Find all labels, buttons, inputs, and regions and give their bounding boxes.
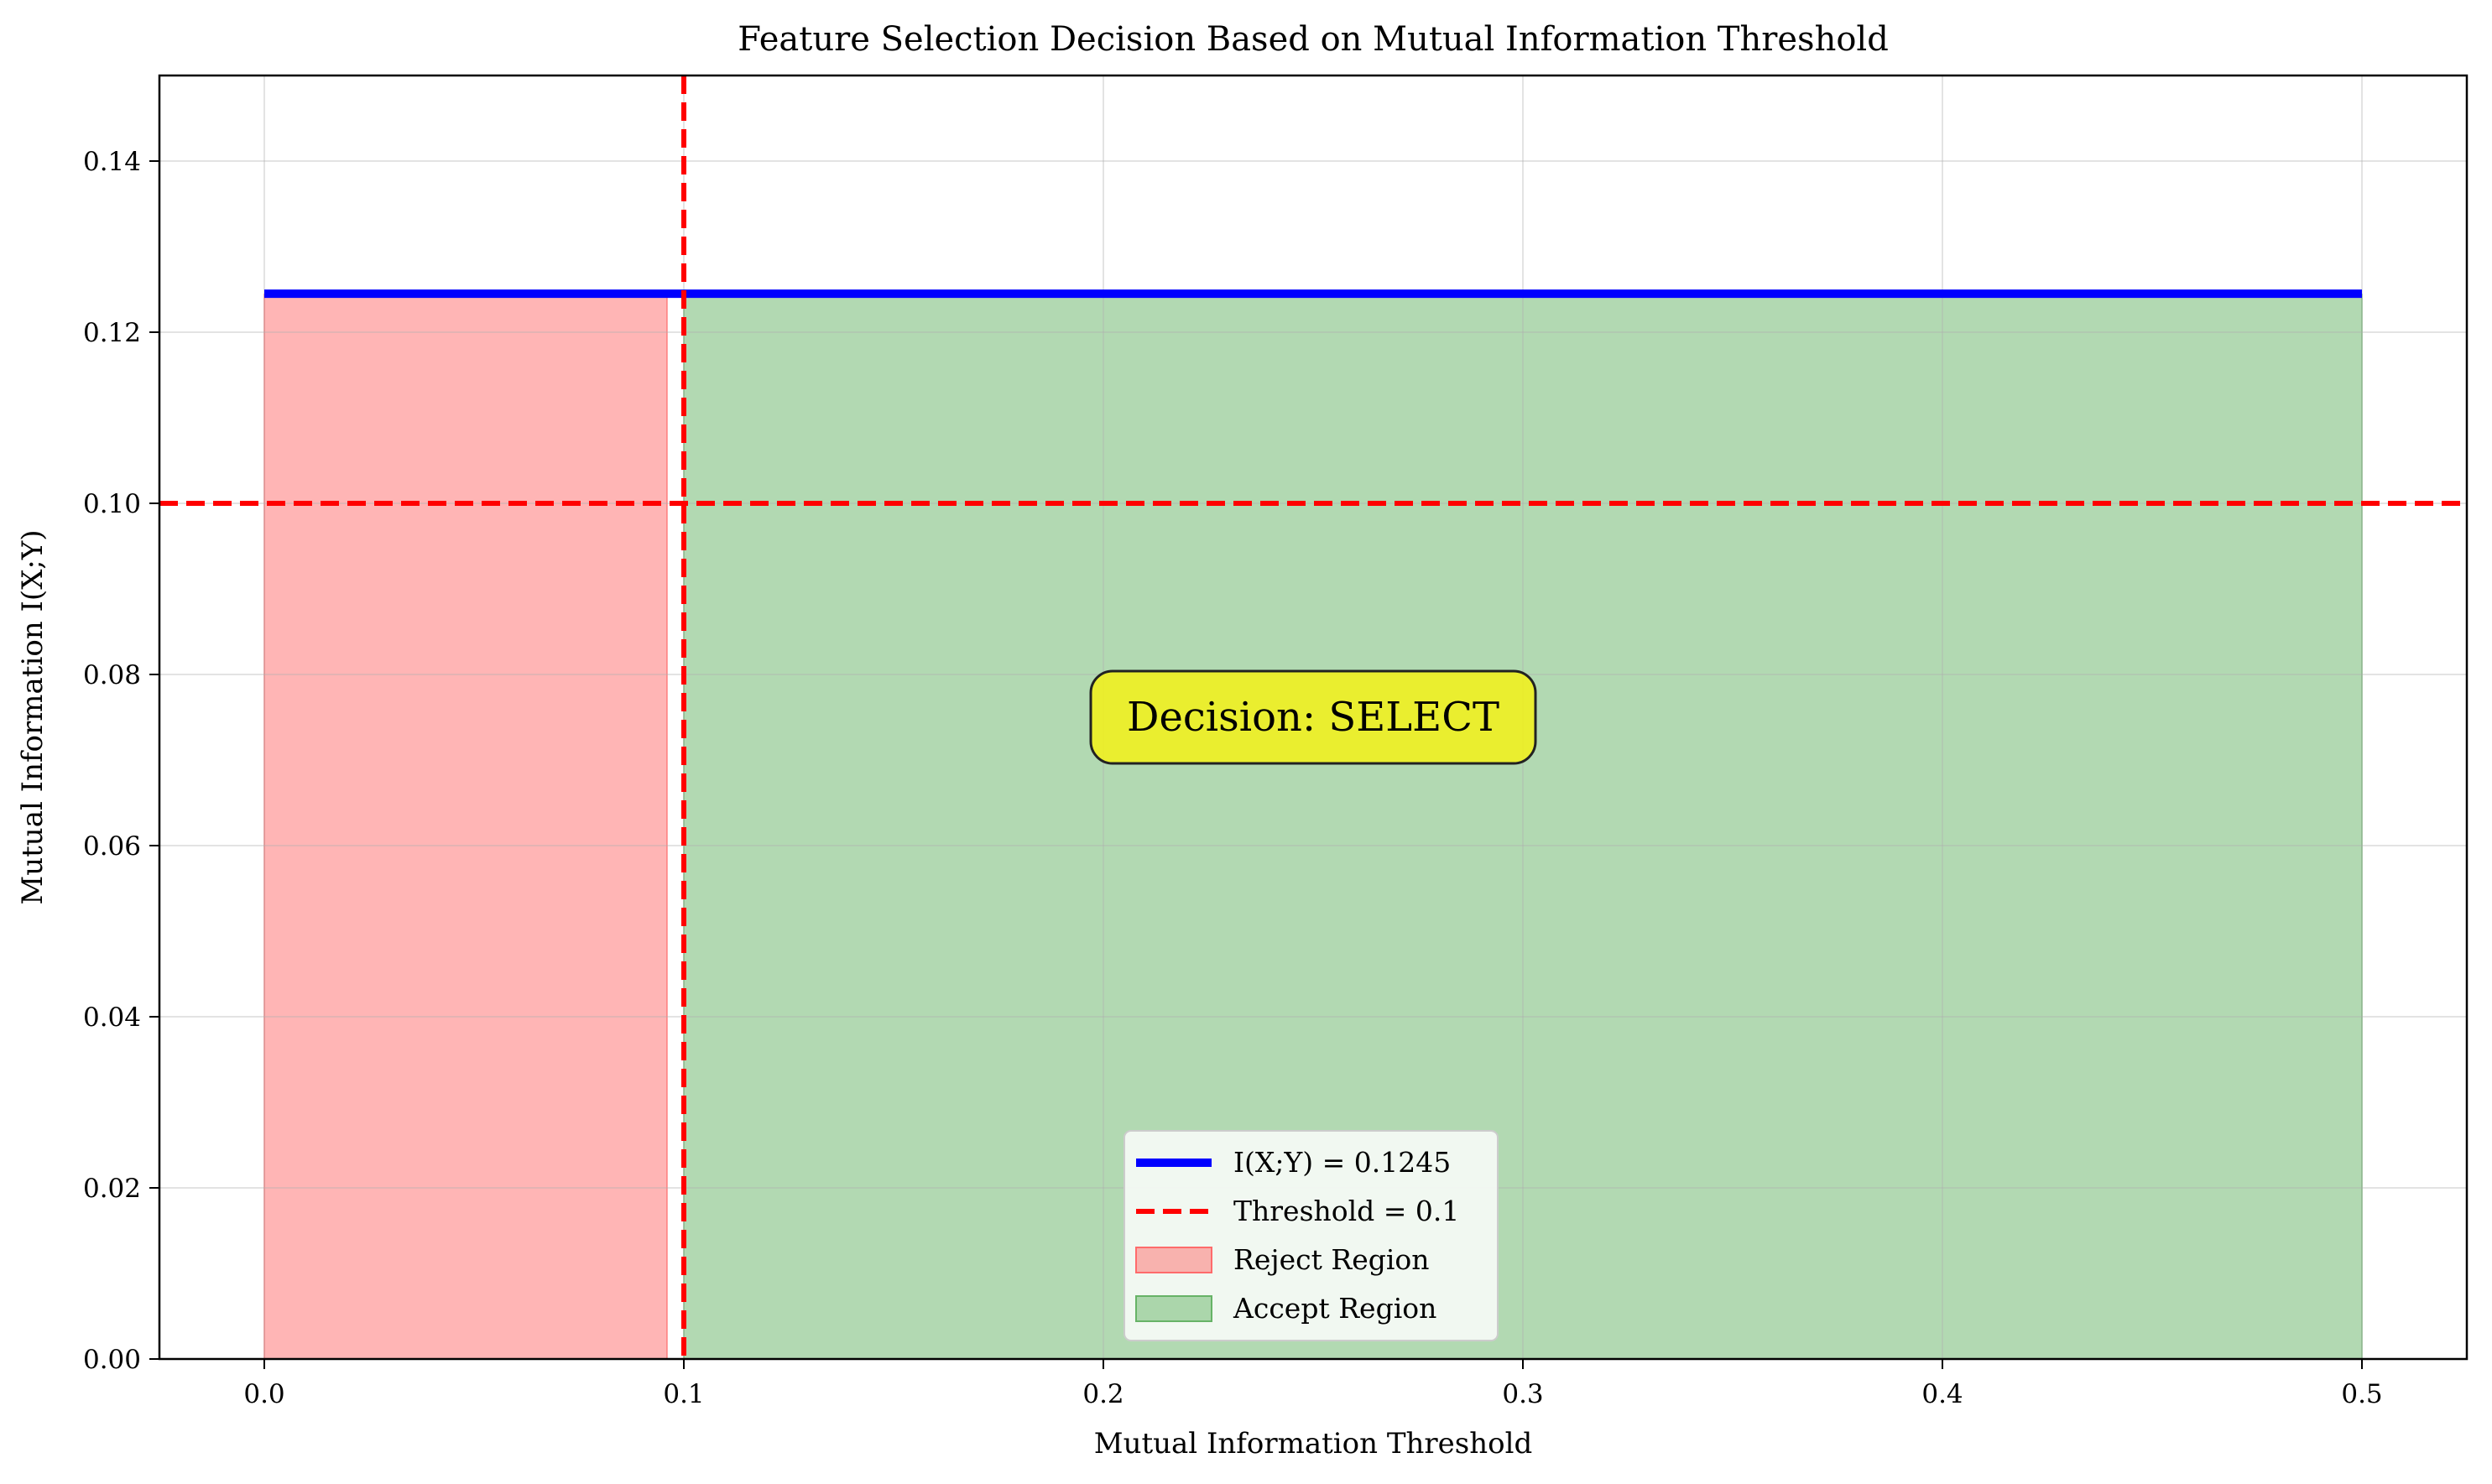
y-tick-label: 0.12 [83,318,141,348]
plot-frame [158,74,2469,1361]
reject-region-fill [264,294,667,1360]
accept-region-fill [684,294,2362,1360]
y-axis-label: Mutual Information I(X;Y) [16,529,50,904]
x-tick-label: 0.2 [1082,1379,1123,1409]
x-axis-label: Mutual Information Threshold [1094,1427,1532,1461]
axis-ticks: 0.0 0.1 0.2 0.3 0.4 0.5 0.00 0.02 0.04 0.06 0.08 0.… [83,147,2383,1409]
legend-area-swatch [1135,1247,1212,1273]
x-tick-label: 0.3 [1502,1379,1543,1409]
legend-entry-label: Reject Region [1233,1243,1430,1276]
legend-box [1123,1130,1499,1341]
y-tick-label: 0.00 [83,1345,141,1375]
annotation-text: Decision: SELECT [1127,694,1499,741]
legend-entry-label: I(X;Y) = 0.1245 [1233,1146,1451,1179]
decision-annotation: Decision: SELECT [1089,669,1537,765]
x-tick-label: 0.0 [243,1379,284,1409]
y-tick-label: 0.08 [83,660,141,690]
legend-entry-label: Threshold = 0.1 [1233,1195,1459,1227]
chart-title: Feature Selection Decision Based on Mutu… [738,20,1889,59]
y-tick-label: 0.10 [83,489,141,519]
data-lines [159,76,2467,1359]
y-tick-label: 0.14 [83,147,141,177]
x-tick-label: 0.1 [663,1379,704,1409]
x-tick-label: 0.5 [2341,1379,2382,1409]
legend-area-swatch [1135,1295,1212,1322]
x-tick-label: 0.4 [1921,1379,1963,1409]
fill-regions [263,294,2363,1360]
y-tick-label: 0.02 [83,1174,141,1204]
y-tick-label: 0.06 [83,831,141,862]
legend: I(X;Y) = 0.1245 Threshold = 0.1 Reject Reg… [1123,1130,1499,1341]
y-tick-label: 0.04 [83,1002,141,1033]
annotation-box [1089,669,1537,765]
legend-entry-label: Accept Region [1233,1292,1436,1325]
